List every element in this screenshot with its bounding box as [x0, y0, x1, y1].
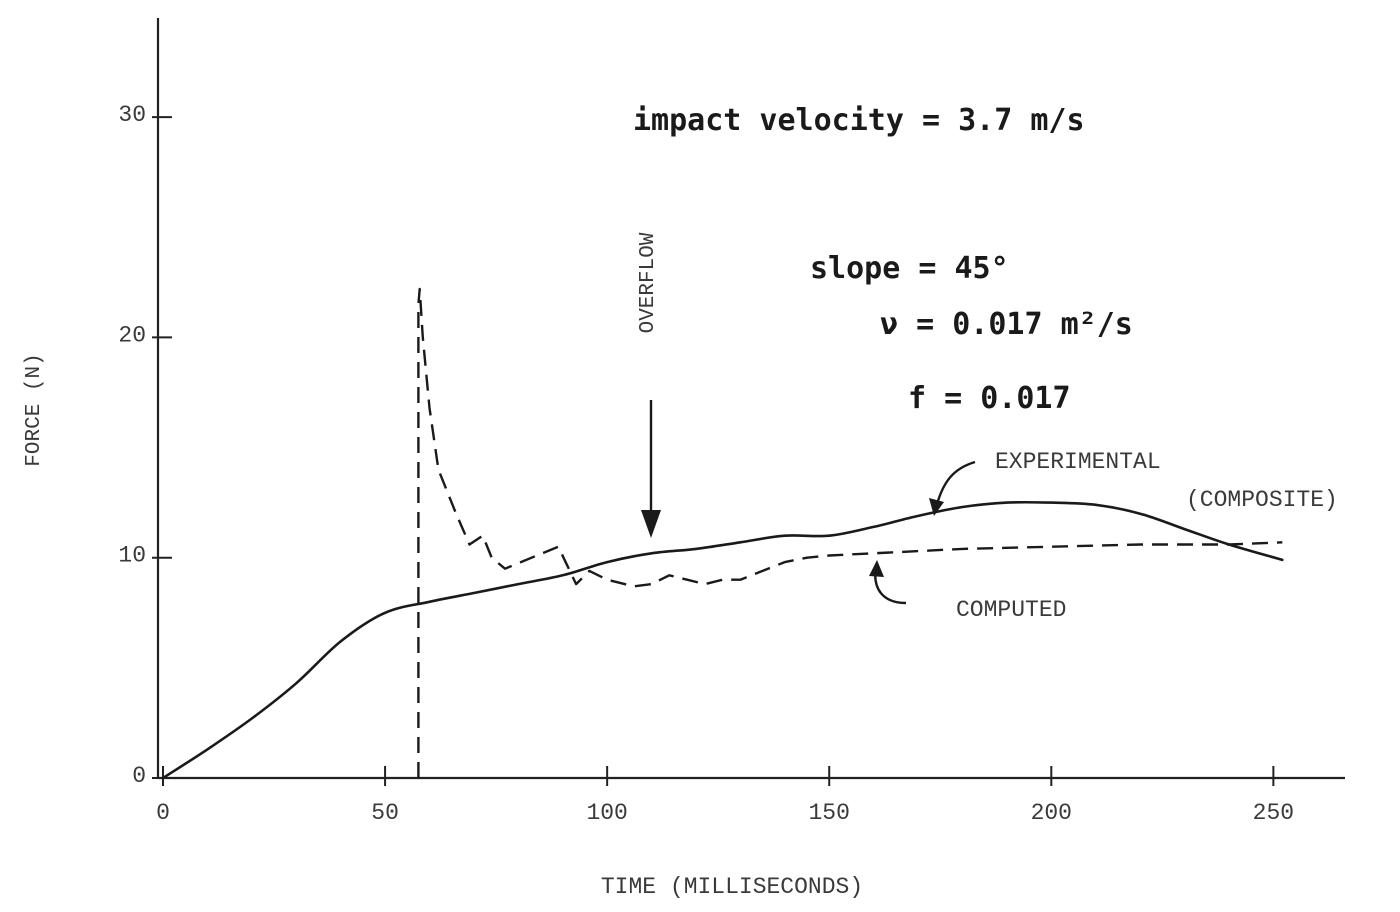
x-tick-label: 200	[1031, 800, 1072, 826]
slope-annotation: slope = 45°	[810, 251, 1009, 286]
f-annotation: f = 0.017	[908, 381, 1071, 416]
series-layer	[161, 287, 1284, 780]
axes	[156, 18, 1345, 780]
nu-annotation: ν = 0.017 m²/s	[880, 307, 1133, 342]
composite-label: (COMPOSITE)	[1186, 487, 1338, 513]
overflow-label: OVERFLOW	[637, 232, 660, 333]
y-axis-label: FORCE (N)	[23, 353, 46, 466]
x-axis-label: TIME (MILLISECONDS)	[601, 874, 863, 900]
y-tick-label: 10	[118, 543, 146, 569]
overflow-arrow	[641, 400, 661, 538]
experimental-pointer	[929, 460, 976, 516]
x-tick-label: 250	[1253, 800, 1294, 826]
impact-velocity-annotation: impact velocity = 3.7 m/s	[633, 103, 1085, 138]
x-tick-label: 0	[156, 800, 170, 826]
experimental-label: EXPERIMENTAL	[995, 449, 1161, 475]
x-tick-label: 100	[586, 800, 627, 826]
x-tick-label: 150	[809, 800, 850, 826]
series-line-computed	[417, 287, 1283, 778]
y-tick-label: 30	[118, 102, 146, 128]
y-tick-label: 20	[118, 322, 146, 348]
series-line-experimental	[161, 500, 1284, 780]
x-tick-label: 50	[371, 800, 399, 826]
ticks: 0 50 100 150 200 250 0 10 20 30	[118, 102, 1294, 826]
computed-label: COMPUTED	[956, 597, 1066, 623]
computed-pointer	[869, 560, 907, 605]
y-tick-label: 0	[132, 763, 146, 789]
